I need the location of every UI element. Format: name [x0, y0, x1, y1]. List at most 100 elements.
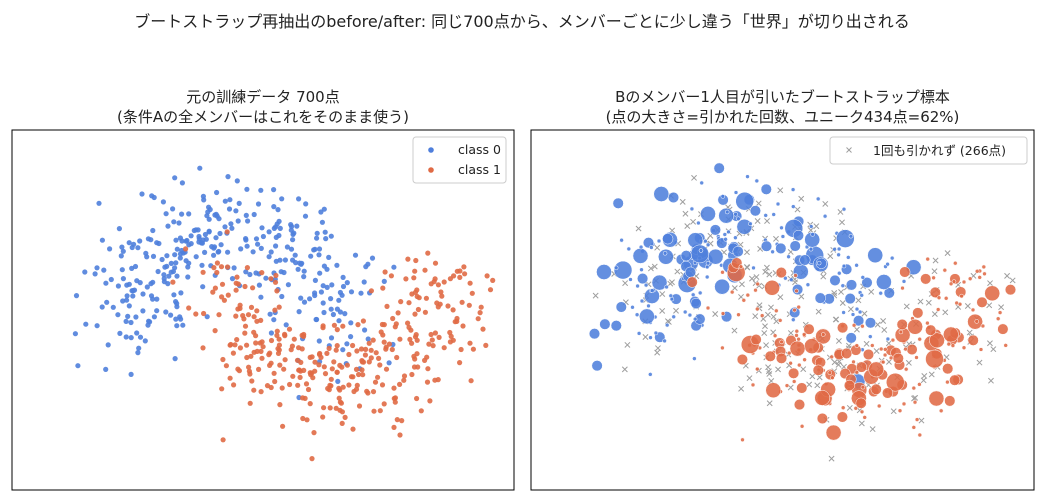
sampled-point-class-0: [720, 194, 726, 199]
point-class-0: [170, 206, 176, 212]
point-class-1: [320, 414, 326, 420]
point-class-0: [179, 211, 185, 217]
sampled-point-class-0: [709, 224, 721, 236]
point-class-1: [405, 320, 411, 326]
point-class-1: [244, 354, 250, 361]
point-class-1: [276, 304, 282, 310]
point-class-1: [425, 250, 431, 256]
point-class-0: [165, 223, 171, 229]
unpicked-point-cross: [1009, 277, 1016, 284]
sampled-point-class-1: [967, 276, 973, 281]
sampled-point-class-1: [841, 347, 853, 359]
point-class-1: [416, 295, 422, 301]
unpicked-point-cross: [690, 218, 697, 225]
point-class-0: [231, 265, 237, 271]
sampled-point-class-0: [848, 233, 854, 239]
unpicked-point-cross: [838, 289, 845, 295]
point-class-1: [368, 288, 374, 294]
unpicked-point-cross: [920, 377, 927, 384]
sampled-point-class-1: [765, 382, 782, 399]
sampled-point-class-1: [788, 367, 800, 379]
sampled-point-class-0: [840, 283, 846, 288]
unpicked-point-cross: [761, 330, 768, 337]
point-class-1: [368, 355, 374, 361]
point-class-0: [323, 236, 329, 242]
sampled-point-class-1: [755, 366, 760, 372]
unpicked-point-cross: [738, 385, 745, 392]
sampled-point-class-1: [882, 352, 888, 358]
sampled-point-class-0: [775, 242, 787, 254]
sampled-point-class-0: [786, 254, 791, 259]
sampled-point-class-0: [733, 235, 738, 240]
point-class-0: [292, 252, 298, 258]
sampled-point-class-0: [844, 293, 856, 305]
sampled-point-class-0: [885, 261, 890, 267]
sampled-point-class-1: [880, 359, 886, 365]
point-class-1: [291, 336, 297, 342]
point-class-1: [340, 384, 346, 390]
point-class-1: [322, 371, 329, 377]
sampled-point-class-0: [696, 220, 701, 226]
sampled-point-class-1: [876, 403, 882, 409]
sampled-point-class-0: [846, 255, 851, 260]
point-class-0: [202, 249, 208, 255]
point-class-0: [243, 269, 249, 275]
sampled-point-class-1: [720, 270, 725, 275]
sampled-point-class-0: [653, 330, 659, 336]
point-class-1: [259, 355, 265, 361]
sampled-point-class-1: [802, 357, 807, 362]
point-class-1: [242, 323, 249, 329]
point-class-0: [307, 296, 313, 302]
point-class-1: [289, 343, 295, 349]
point-class-0: [73, 293, 80, 299]
right-plot-frame: [530, 129, 1035, 491]
point-class-1: [350, 426, 356, 432]
point-class-1: [275, 350, 282, 356]
sampled-point-class-1: [984, 285, 1001, 302]
point-class-1: [271, 370, 277, 376]
sampled-point-class-0: [749, 205, 761, 217]
point-class-0: [174, 323, 180, 329]
sampled-point-class-0: [653, 186, 670, 202]
point-class-1: [248, 304, 255, 310]
point-class-1: [415, 364, 421, 370]
point-class-1: [359, 367, 365, 373]
point-class-1: [287, 381, 293, 388]
point-class-1: [201, 310, 207, 317]
point-class-1: [386, 341, 392, 347]
unpicked-point-cross: [814, 382, 821, 389]
sampled-point-class-1: [870, 343, 875, 348]
point-class-1: [388, 273, 394, 279]
sampled-point-class-1: [920, 273, 932, 285]
sampled-point-class-0: [596, 264, 612, 280]
sampled-point-class-0: [632, 248, 649, 264]
unpicked-point-cross: [905, 359, 912, 366]
sampled-point-class-0: [634, 312, 640, 317]
sampled-point-class-0: [662, 338, 667, 344]
point-class-0: [255, 241, 261, 247]
point-class-1: [296, 345, 302, 351]
point-class-0: [168, 269, 174, 275]
unpicked-point-cross: [813, 223, 820, 230]
sampled-point-class-0: [656, 238, 662, 244]
point-class-1: [411, 275, 417, 281]
point-class-0: [316, 252, 322, 258]
sampled-point-class-0: [805, 282, 811, 287]
sampled-point-class-1: [980, 323, 986, 329]
point-class-1: [366, 340, 372, 346]
sampled-point-class-0: [878, 290, 883, 296]
point-class-0: [178, 290, 184, 296]
point-class-1: [407, 336, 413, 342]
unpicked-point-cross: [794, 206, 801, 213]
point-class-0: [312, 292, 318, 299]
point-class-0: [229, 225, 235, 231]
sampled-point-class-1: [801, 332, 807, 337]
sampled-point-class-1: [953, 260, 958, 266]
sampled-point-class-1: [912, 307, 924, 319]
point-class-0: [172, 252, 178, 258]
point-class-1: [316, 351, 323, 358]
sampled-point-class-0: [680, 250, 692, 262]
unpicked-point-cross: [809, 373, 816, 380]
sampled-point-class-1: [943, 326, 959, 343]
